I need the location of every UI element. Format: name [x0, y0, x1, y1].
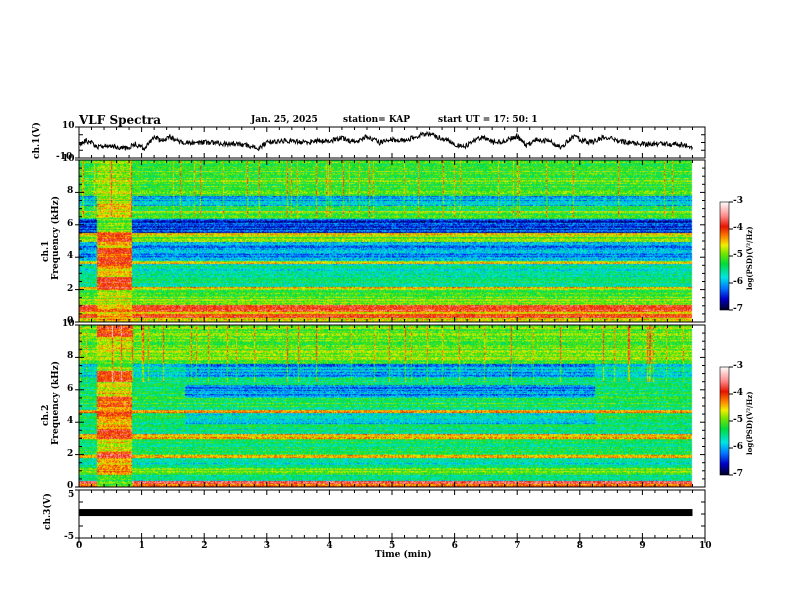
- frequency-tick-label: 4: [67, 251, 74, 262]
- time-tick-label: 5: [389, 541, 396, 551]
- station-label: station= KAP: [343, 115, 411, 125]
- ch1-colorbar-frame: [719, 201, 730, 311]
- ch2-spec-ylabel: Frequency (kHz): [51, 360, 61, 445]
- time-tick-label: 9: [639, 541, 646, 551]
- ch3-waveform-line: [79, 509, 693, 517]
- frequency-tick-label: 2: [67, 448, 74, 459]
- ch2-colorbar-label: log(PSD)(V²/Hz): [745, 391, 754, 455]
- ch3-ylabel: ch.3(V): [43, 493, 53, 530]
- ch1-spec-ylabel: Frequency (kHz): [51, 195, 61, 280]
- ch2-spectrogram-image: [79, 325, 705, 487]
- chart-title: VLF Spectra: [79, 113, 162, 127]
- colorbar-tick-label: -3: [733, 361, 743, 371]
- ch1-spectrogram-image: [79, 160, 705, 322]
- time-tick-label: 6: [451, 541, 458, 551]
- ch1-ytick-top: 10: [62, 121, 75, 131]
- ch2-spec-panel-frame: [78, 324, 706, 488]
- ch1-spec-channel-label: ch.1: [41, 240, 51, 262]
- ch1-waveform-line: [78, 130, 693, 152]
- colorbar-tick-label: -4: [733, 388, 743, 398]
- ch1-ylabel: ch.1(V): [32, 122, 42, 159]
- frequency-tick-label: 2: [67, 283, 74, 294]
- time-tick-label: 4: [326, 541, 333, 551]
- frequency-tick-label: 0: [67, 481, 74, 491]
- start-time-label: start UT = 17: 50: 1: [438, 115, 538, 125]
- time-tick-label: 1: [138, 541, 145, 551]
- colorbar-tick-label: -5: [733, 415, 743, 425]
- colorbar-tick-label: -7: [733, 469, 743, 479]
- frequency-tick-label: 10: [62, 154, 75, 164]
- colorbar-tick-label: -4: [733, 223, 743, 233]
- time-tick-label: 2: [201, 541, 208, 551]
- frequency-tick-label: 6: [67, 218, 74, 229]
- ch1-colorbar-label: log(PSD)(V²/Hz): [745, 226, 754, 290]
- time-tick-label: 10: [699, 541, 712, 551]
- colorbar-tick-label: -5: [733, 250, 743, 260]
- frequency-tick-label: 6: [67, 383, 74, 394]
- frequency-tick-label: 8: [67, 351, 74, 362]
- colorbar-tick-label: -3: [733, 196, 743, 206]
- ch2-colorbar-frame: [719, 366, 730, 476]
- ch1-ytick-bottom: -10: [56, 152, 73, 162]
- ch2-spec-channel-label: ch.2: [41, 404, 51, 426]
- frequency-tick-label: 4: [67, 416, 74, 427]
- frequency-tick-label: 10: [62, 319, 75, 329]
- colorbar-tick-label: -7: [733, 304, 743, 314]
- time-tick-label: 3: [263, 541, 271, 551]
- date-label: Jan. 25, 2025: [251, 115, 318, 125]
- ch1-colorbar: [720, 202, 729, 310]
- time-tick-label: 8: [576, 541, 584, 551]
- colorbar-tick-label: -6: [733, 277, 743, 287]
- colorbar-tick-label: -6: [733, 442, 743, 452]
- time-tick-label: 7: [514, 541, 521, 551]
- ch1-spec-panel-frame: [78, 159, 706, 323]
- ch3-ytick-bottom: -5: [64, 532, 74, 542]
- ch3-ytick-top: 5: [68, 490, 75, 500]
- frequency-tick-label: 0: [67, 316, 74, 326]
- x-axis-label: Time (min): [375, 550, 432, 560]
- time-tick-label: 0: [76, 541, 83, 551]
- ch2-colorbar: [720, 367, 729, 475]
- frequency-tick-label: 8: [67, 186, 74, 197]
